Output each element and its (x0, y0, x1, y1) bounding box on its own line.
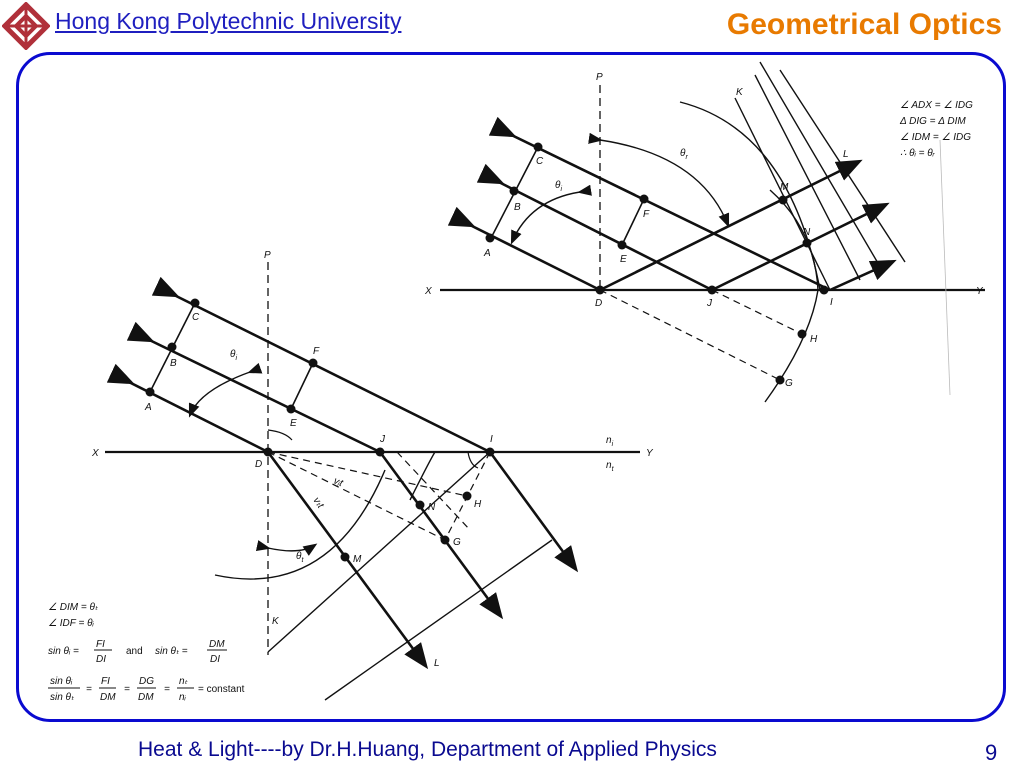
eq-dg: DG (139, 676, 154, 687)
refl-label-F: F (643, 209, 650, 220)
refl-label-H: H (810, 334, 818, 345)
refl-label-N: N (803, 227, 811, 238)
eq-nt: nₜ (179, 676, 189, 687)
refl-label-X: X (424, 286, 432, 297)
proof-line-2: Δ DIG = Δ DIM (899, 116, 966, 127)
refr-label-E: E (290, 418, 297, 429)
slide-title: Geometrical Optics (726, 8, 1002, 41)
refl-theta-r: θr (680, 148, 688, 161)
eq-eq2: = (124, 684, 130, 695)
refr-label-P: P (264, 250, 271, 261)
reflection-dots (485, 142, 829, 385)
eq-ni: nᵢ (179, 692, 187, 703)
refl-label-P: P (596, 72, 603, 83)
refr-label-ni: ni (606, 435, 614, 448)
refl-label-A: A (483, 248, 491, 259)
refr-label-X: X (91, 448, 99, 459)
refl-label-B: B (514, 202, 521, 213)
refl-label-G: G (785, 378, 793, 389)
reflection-diagram (440, 61, 985, 403)
eq-eq3: = (164, 684, 170, 695)
eq-ratio-den: sin θₜ (50, 692, 75, 703)
refr-label-B: B (170, 358, 177, 369)
eq-sin-i-num: FI (96, 639, 105, 650)
refl-label-C: C (536, 156, 544, 167)
university-link[interactable]: Hong Kong Polytechnic University (55, 8, 402, 34)
eq-and: and (126, 646, 143, 657)
content-frame (16, 52, 1006, 722)
refr-label-K: K (272, 616, 280, 627)
refraction-equations: ∠ DIM = θₜ ∠ IDF = θᵢ sin θᵢ = FI DI and… (48, 602, 245, 703)
proof-line-4: ∴ θᵢ = θᵣ (900, 148, 936, 159)
refl-label-L: L (843, 149, 849, 160)
eq-fi: FI (101, 676, 110, 687)
refr-label-N: N (428, 502, 436, 513)
eq-dm2: DM (138, 692, 154, 703)
refr-vtt: vₜt (311, 495, 327, 511)
eq-sin-t-den: DI (210, 654, 220, 665)
refraction-dots (145, 298, 495, 562)
refl-label-M: M (780, 182, 789, 193)
refr-label-G: G (453, 537, 461, 548)
refl-label-J: J (706, 298, 713, 309)
eq-eq1: = (86, 684, 92, 695)
refl-label-K: K (736, 87, 744, 98)
refr-label-D: D (255, 459, 262, 470)
eq-idf: ∠ IDF = θᵢ (48, 618, 94, 629)
refr-vit: vᵢt (332, 476, 346, 490)
refr-label-M: M (353, 554, 362, 565)
eq-sin-i: sin θᵢ = (48, 646, 79, 657)
page-number: 9 (985, 740, 998, 765)
refr-label-L: L (434, 658, 440, 669)
refl-label-E: E (620, 254, 627, 265)
refr-label-C: C (192, 312, 200, 323)
refl-label-Y: Y (976, 286, 984, 297)
refr-label-H: H (474, 499, 482, 510)
eq-constant: = constant (198, 684, 245, 695)
refraction-diagram (105, 262, 640, 701)
refr-label-nt: nt (606, 460, 615, 473)
refr-label-I: I (490, 434, 493, 445)
university-logo (2, 2, 50, 50)
eq-dim: ∠ DIM = θₜ (48, 602, 99, 613)
refr-label-F: F (313, 346, 320, 357)
footer-text: Heat & Light----by Dr.H.Huang, Departmen… (138, 738, 717, 761)
refl-label-I: I (830, 297, 833, 308)
eq-sin-t: sin θₜ = (155, 646, 188, 657)
proof-line-1: ∠ ADX = ∠ IDG (900, 100, 973, 111)
eq-ratio-num: sin θᵢ (50, 676, 73, 687)
eq-dm: DM (100, 692, 116, 703)
proof-line-3: ∠ IDM = ∠ IDG (900, 132, 971, 143)
refl-label-D: D (595, 298, 602, 309)
eq-sin-t-num: DM (209, 639, 225, 650)
refr-theta-i: θi (230, 349, 237, 362)
refr-label-J: J (379, 434, 386, 445)
refr-label-A: A (144, 402, 152, 413)
refr-theta-t: θt (296, 551, 304, 564)
refl-theta-i: θi (555, 180, 562, 193)
eq-sin-i-den: DI (96, 654, 106, 665)
refr-label-Y: Y (646, 448, 654, 459)
